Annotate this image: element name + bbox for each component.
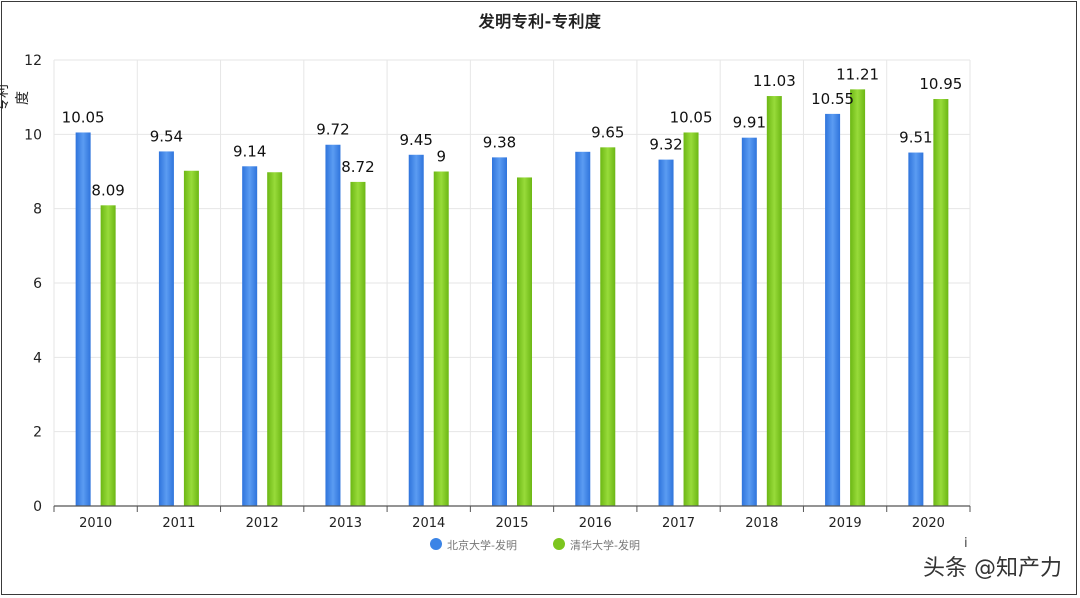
- bar: [825, 113, 841, 507]
- bar: [100, 205, 116, 507]
- bar: [492, 157, 507, 507]
- y-tick-label: 12: [24, 53, 42, 69]
- legend-label: 清华大学-发明: [570, 538, 640, 552]
- data-label: 9.72: [316, 121, 349, 139]
- bar: [267, 172, 283, 506]
- bar: [575, 151, 591, 506]
- bar: [408, 154, 424, 506]
- bar: [658, 159, 674, 506]
- data-label: 11.21: [836, 65, 879, 83]
- data-label: 9.32: [649, 136, 682, 154]
- data-label: 9.14: [233, 142, 266, 160]
- data-label: 8.72: [341, 158, 374, 176]
- x-tick-label: 2013: [329, 516, 362, 531]
- bar: [242, 166, 258, 506]
- data-label: 10.05: [670, 108, 713, 126]
- bars: [75, 89, 949, 507]
- bar: [350, 181, 366, 506]
- bar: [158, 151, 174, 506]
- bar: [741, 137, 757, 506]
- data-label: 10.05: [62, 108, 105, 126]
- x-tick-label: 2018: [745, 516, 778, 531]
- data-label: 9: [436, 148, 446, 166]
- data-label: 8.09: [91, 181, 124, 199]
- bar: [766, 96, 782, 506]
- bar: [75, 132, 91, 506]
- bar: [517, 177, 532, 507]
- bar: [325, 144, 341, 507]
- legend-marker: [430, 538, 442, 550]
- x-tick-label: 2019: [829, 516, 862, 531]
- y-tick-label: 8: [33, 202, 42, 218]
- x-tick-label: 2020: [912, 516, 945, 531]
- chart-title: 发明专利-专利度: [478, 12, 602, 31]
- legend-label: 北京大学-发明: [447, 538, 517, 552]
- x-tick-label: 2014: [412, 516, 445, 531]
- x-tick-label: 2011: [162, 516, 195, 531]
- data-label: 9.45: [400, 131, 433, 149]
- bar: [600, 147, 616, 506]
- legend: 北京大学-发明 清华大学-发明: [430, 538, 640, 552]
- grid-lines: [53, 59, 971, 506]
- x-tick-label: 2012: [246, 516, 279, 531]
- data-label: 9.65: [591, 123, 624, 141]
- data-label: 11.03: [753, 72, 796, 90]
- data-label: 9.54: [150, 127, 183, 145]
- bar: [433, 171, 449, 506]
- y-tick-label: 10: [24, 127, 42, 143]
- bar: [933, 99, 949, 507]
- x-tick-label: 2015: [495, 516, 528, 531]
- bar: [850, 89, 866, 506]
- x-tick-label: 2010: [79, 516, 112, 531]
- y-tick-label: 0: [33, 499, 42, 515]
- axes: 0 2 4 6 8 10 12 2010 2011 2012 2013 2014 2015 2016 201…: [24, 53, 971, 531]
- data-label: 9.51: [899, 129, 932, 147]
- y-tick-label: 6: [33, 276, 42, 292]
- data-label: 10.55: [811, 90, 854, 108]
- bar: [683, 132, 699, 506]
- bar: [183, 170, 199, 507]
- data-label: 9.38: [483, 133, 516, 151]
- info-icon[interactable]: i: [964, 536, 968, 551]
- data-label: 9.91: [733, 114, 766, 132]
- data-label: 10.95: [919, 75, 962, 93]
- watermark: 头条 @知产力: [923, 556, 1062, 581]
- y-tick-label: 4: [33, 350, 42, 366]
- data-labels: 10.05 9.54 9.14 9.72 9.45 9.38 9.32 9.91 10.55 9.…: [62, 65, 963, 199]
- y-tick-label: 2: [33, 425, 42, 441]
- x-tick-label: 2016: [579, 516, 612, 531]
- x-tick-label: 2017: [662, 516, 695, 531]
- bar: [908, 152, 924, 507]
- legend-marker: [553, 538, 565, 550]
